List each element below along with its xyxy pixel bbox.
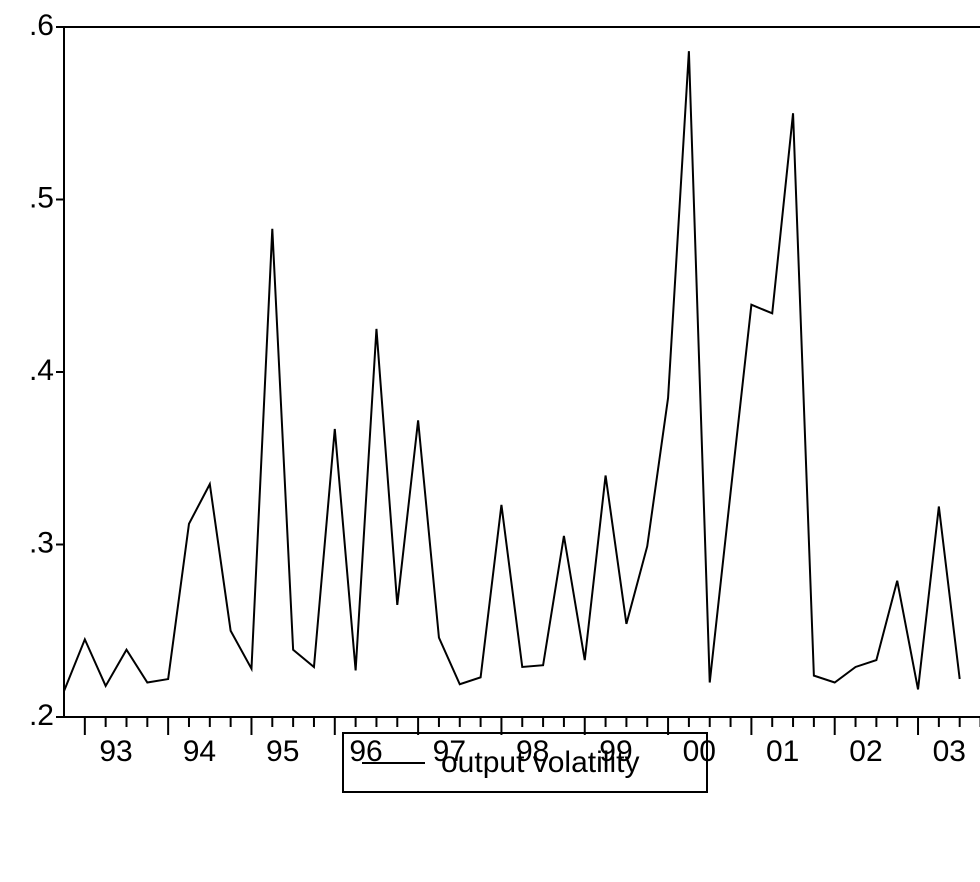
x-tick-label: 98 (516, 735, 549, 768)
legend-box (342, 732, 708, 793)
y-tick-label: .5 (29, 181, 54, 214)
x-tick-label: 94 (183, 735, 216, 768)
y-tick-label: .3 (29, 526, 54, 559)
x-tick-label: 02 (849, 735, 882, 768)
x-tick-label: 03 (933, 735, 966, 768)
series-line (63, 51, 961, 692)
x-tick-label: 93 (99, 735, 132, 768)
legend-label: output volatility (441, 746, 639, 779)
x-tick-label: 00 (683, 735, 716, 768)
y-tick-label: .6 (29, 9, 54, 42)
x-tick-label: 97 (433, 735, 466, 768)
x-tick-label: 99 (599, 735, 632, 768)
x-tick-label: 95 (266, 735, 299, 768)
x-tick-label: 96 (349, 735, 382, 768)
y-tick-label: .2 (29, 699, 54, 732)
x-tick-label: 01 (766, 735, 799, 768)
y-tick-label: .4 (29, 354, 54, 387)
